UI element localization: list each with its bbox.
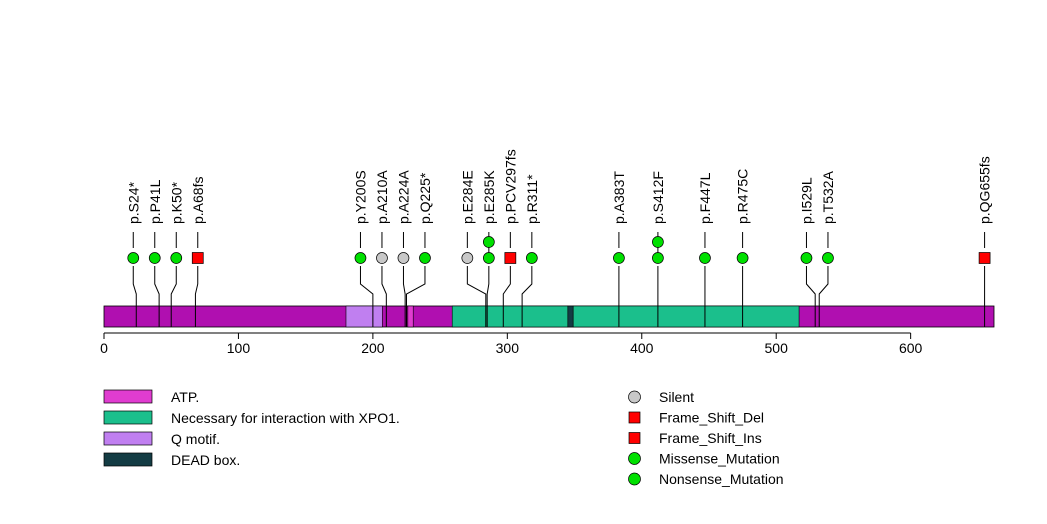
mutation-marker [170,252,183,264]
mutation-label: p.K50* [168,181,184,224]
mutation-marker [800,252,813,264]
mutation-stem [194,266,199,306]
axis-tick-label: 0 [100,340,108,356]
mutation-marker [736,252,749,264]
mutation-marker [191,252,204,264]
mutation-marker [699,252,711,264]
axis-tick-label: 100 [227,340,251,356]
mutation-label: p.PCV297fs [502,149,518,224]
mutation-label: p.R311* [524,174,540,224]
mutation-label: p.E284E [459,170,475,224]
mutation-marker [482,252,495,264]
mutation-label: p.T532A [820,170,836,224]
mutation-stem [402,266,406,306]
mutation-marker [148,252,161,264]
mutation-stem [486,266,490,306]
mutation-stem [466,266,487,306]
mutation-marker [978,252,991,264]
mutation-label: p.F447L [697,172,713,224]
mutation-stem [381,266,387,306]
mutation-label: p.QG655fs [977,156,993,224]
mutation-marker [419,252,431,264]
domain-legend: ATP. Necessary for interaction with XPO1.… [103,389,400,468]
mutation-legend-label: Nonsense_Mutation [659,471,784,487]
domain-legend-label: ATP. [171,389,199,405]
x-axis: 0 100 200 300 400 500 600 [100,332,923,356]
mutation-legend-symbol [628,411,641,424]
mutation-stem [818,266,829,306]
mutation-label: p.E285K [481,170,497,224]
mutation-marker [461,252,474,264]
axis-tick-label: 300 [496,340,520,356]
mutation-legend-symbol [628,390,641,404]
domain-block [567,305,574,328]
domain-block [572,305,800,328]
mutation-marker [127,252,140,264]
mutation-stem [170,266,177,306]
mutation-label: p.P41L [147,179,163,224]
mutation-marker [482,236,495,248]
domain-legend-swatch [103,452,153,467]
mutation-label: p.A210A [374,170,390,224]
mutation-legend-symbol [628,432,641,444]
domain-block [451,305,569,328]
mutation-marker [822,252,834,264]
domain-legend-swatch [103,410,153,425]
domain-legend-label: Necessary for interaction with XPO1. [171,410,400,426]
domain-legend-label: Q motif. [171,431,220,447]
mutation-marker [652,236,664,248]
axis-tick-label: 400 [630,340,654,356]
mutation-label: p.Q225* [417,172,433,224]
axis-tick-label: 200 [361,340,385,356]
mutation-marker [354,252,367,264]
mutation-label: p.S412F [650,171,666,224]
mutation-legend-symbol [628,452,641,465]
mutation-legend-symbol [628,472,641,486]
mutation-stem [359,266,374,306]
mutation-stem [521,266,533,306]
mutation-markers [127,236,991,264]
mutation-type-legend: Silent Frame_Shift_Del Frame_Shift_Ins Miss… [628,389,784,487]
mutation-marker [652,252,664,264]
mutation-stem [502,266,511,306]
domain-legend-label: DEAD box. [171,452,240,468]
mutation-marker [397,252,410,264]
mutation-label: p.S24* [125,181,141,224]
domain-block [345,305,383,328]
mutation-marker [504,252,517,264]
mutation-stem [805,266,816,306]
mutation-legend-label: Missense_Mutation [659,451,780,467]
mutation-marker [525,252,538,264]
mutation-marker [613,252,625,264]
mutation-stem [405,266,426,306]
mutation-label: p.R475C [735,169,751,224]
mutation-legend-label: Silent [659,389,694,405]
mutation-marker [376,252,388,264]
mutation-label: p.Y200S [352,170,368,224]
mutation-legend-label: Frame_Shift_Ins [659,430,762,446]
mutation-stems [132,232,986,306]
mutation-label: p.A224A [395,170,411,224]
protein-backbone-group [103,305,995,328]
domain-legend-swatch [103,389,153,404]
mutation-stem [154,266,160,306]
axis-tick-label: 600 [899,340,923,356]
mutation-legend-label: Frame_Shift_Del [659,410,764,426]
domain-block [407,305,414,328]
mutation-stem [132,266,137,306]
domain-legend-swatch [103,431,153,446]
mutation-labels: p.S24* p.P41L p.K50* p.A68fs p.Y200S p.A210A p… [125,149,992,224]
mutation-label: p.I529L [798,177,814,224]
mutation-label: p.A383T [611,171,627,224]
axis-tick-label: 500 [765,340,789,356]
mutation-label: p.A68fs [190,177,206,224]
